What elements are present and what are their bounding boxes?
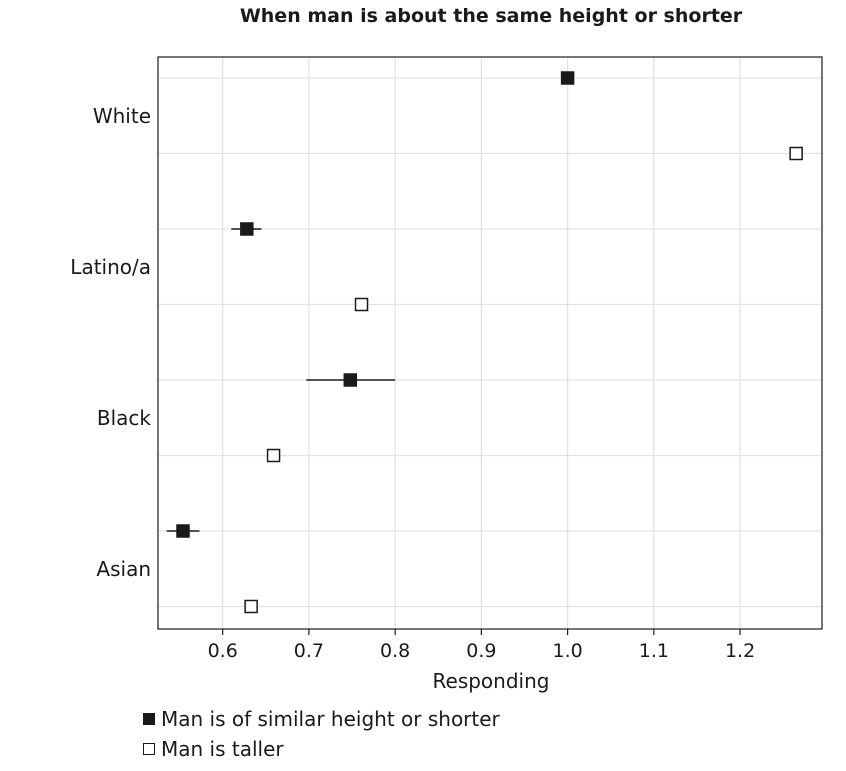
chart-title: When man is about the same height or sho… [240,5,743,27]
category-label: Black [97,406,152,430]
x-tick-label: 1.2 [725,640,755,662]
legend: Man is of similar height or shorter Man … [143,704,500,764]
category-labels: White Latino/a Black Asian [70,104,151,581]
x-tick-label: 0.6 [208,640,238,662]
x-axis-ticks: 0.6 0.7 0.8 0.9 1.0 1.1 1.2 [208,629,755,662]
x-tick-label: 1.0 [553,640,583,662]
category-label: Asian [96,557,151,581]
point-similar-height [176,524,190,538]
grid-lines [158,57,822,629]
point-taller [266,448,281,463]
legend-item-taller: Man is taller [143,734,500,764]
plot-frame [157,56,823,630]
legend-item-similar-height: Man is of similar height or shorter [143,704,500,734]
legend-label: Man is taller [161,737,284,761]
open-square-icon [143,743,155,755]
point-taller [354,297,369,312]
legend-label: Man is of similar height or shorter [161,707,500,731]
x-tick-label: 0.7 [294,640,324,662]
data-points [176,71,803,614]
x-axis-title: Responding [433,669,550,693]
category-label: Latino/a [70,255,151,279]
filled-square-icon [143,713,155,725]
x-tick-label: 0.8 [380,640,410,662]
point-taller [789,146,803,161]
point-similar-height [560,71,575,85]
category-label: White [93,104,151,128]
dot-plot-chart: When man is about the same height or sho… [70,5,823,693]
point-similar-height [343,373,358,387]
x-tick-label: 0.9 [466,640,496,662]
point-taller [244,599,258,614]
point-similar-height [240,222,254,236]
x-tick-label: 1.1 [639,640,669,662]
